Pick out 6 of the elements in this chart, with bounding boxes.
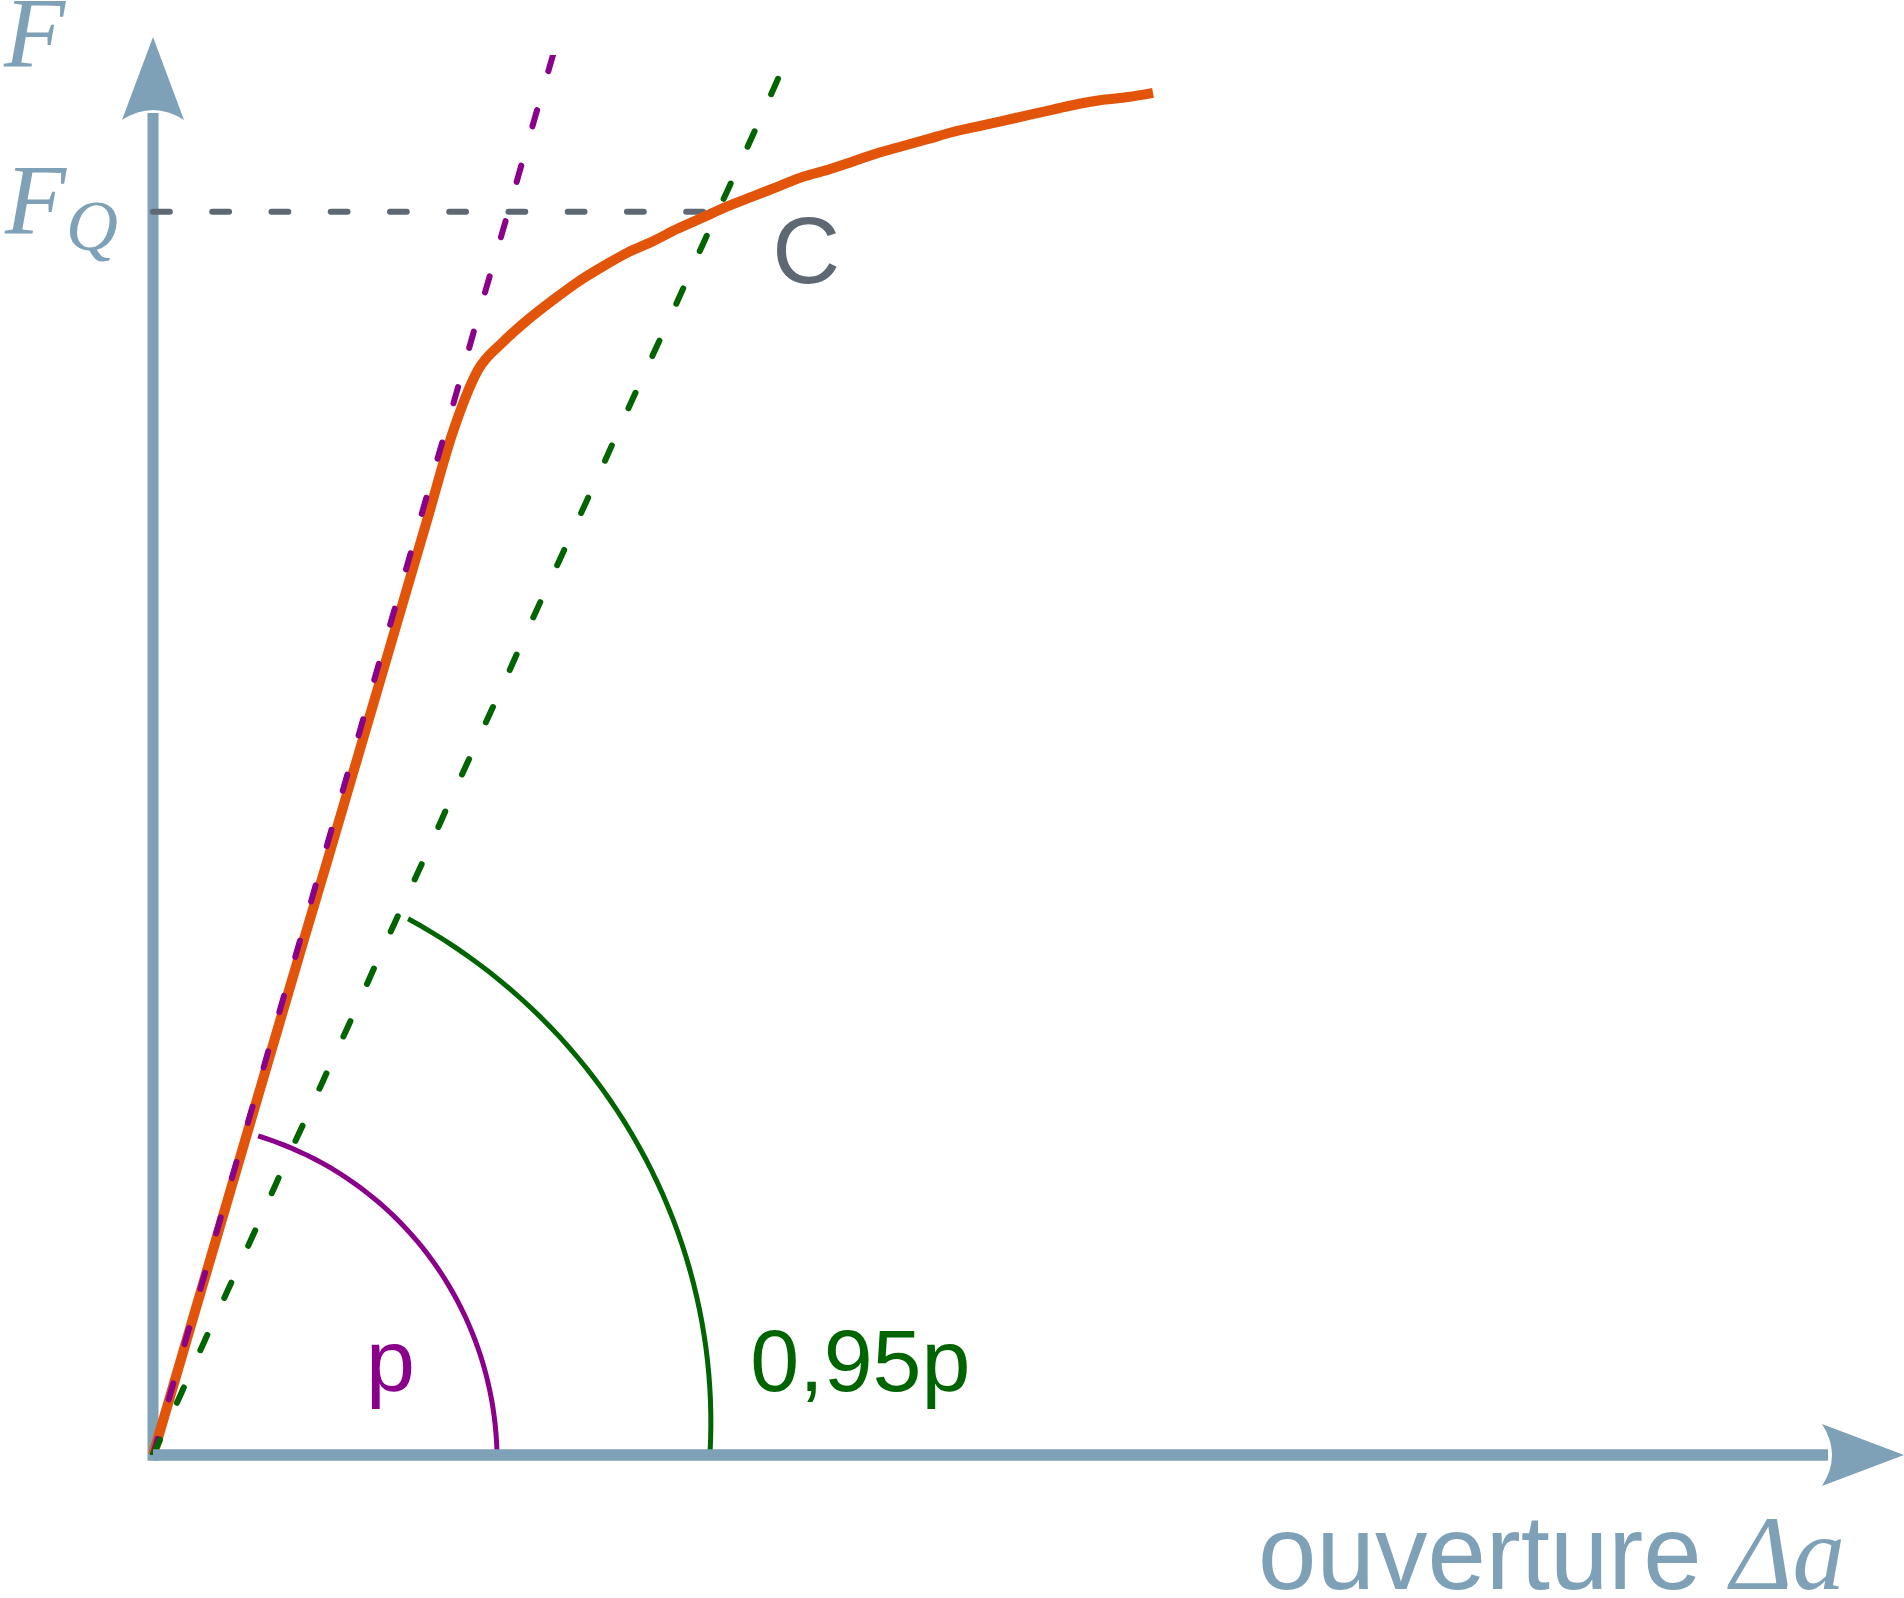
series-label: F$_{Q}$: [3, 143, 118, 266]
y-axis-title: F: [3, 0, 66, 88]
text: 0,95p: [750, 1311, 971, 1410]
annotation: C: [772, 198, 841, 303]
series-label: p: [365, 1311, 415, 1410]
x-axis-title: ouverture Δa: [1258, 1494, 1845, 1598]
